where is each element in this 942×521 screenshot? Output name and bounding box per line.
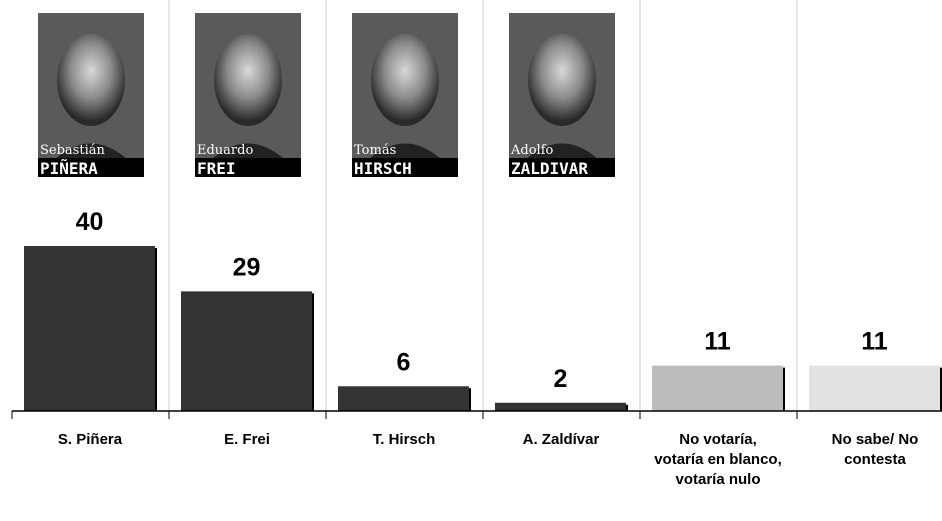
bar-shadow	[312, 293, 314, 411]
photo-face	[214, 34, 282, 126]
value-label: 11	[861, 328, 888, 356]
bar	[495, 403, 626, 411]
photo-face	[528, 34, 596, 126]
bar	[338, 386, 469, 411]
chart: SebastiánPIÑERA EduardoFREI TomásHIRSCH Ado…	[0, 0, 942, 521]
x-tick-label: S. Piñera	[25, 430, 155, 450]
caption-first: Tomás	[354, 143, 396, 158]
caption-first: Adolfo	[510, 143, 554, 158]
value-label: 2	[554, 365, 568, 393]
bar	[24, 246, 155, 411]
bar	[652, 366, 783, 411]
value-label: 40	[76, 208, 104, 236]
caption-first: Eduardo	[197, 143, 253, 158]
caption-first: Sebastián	[40, 143, 105, 158]
caption-last: PIÑERA	[40, 159, 98, 178]
photo-face	[57, 34, 125, 126]
x-tick-label: E. Frei	[182, 430, 312, 450]
value-label: 11	[704, 328, 731, 356]
x-tick-label: T. Hirsch	[339, 430, 469, 450]
value-label: 29	[233, 253, 261, 281]
x-tick-label: No sabe/ No contesta	[810, 430, 940, 470]
caption-last: FREI	[197, 159, 236, 178]
bar-shadow	[155, 248, 157, 411]
photo-face	[371, 34, 439, 126]
x-tick-label: No votaría, votaría en blanco, votaría n…	[653, 430, 783, 490]
caption-last: ZALDIVAR	[511, 159, 588, 178]
bar-shadow	[783, 368, 785, 411]
caption-last: HIRSCH	[354, 159, 412, 178]
x-tick-label: A. Zaldívar	[496, 430, 626, 450]
bar	[809, 366, 940, 411]
bar-shadow	[469, 388, 471, 411]
bar	[181, 291, 312, 411]
bar-shadow	[626, 405, 628, 411]
value-label: 6	[397, 348, 411, 376]
